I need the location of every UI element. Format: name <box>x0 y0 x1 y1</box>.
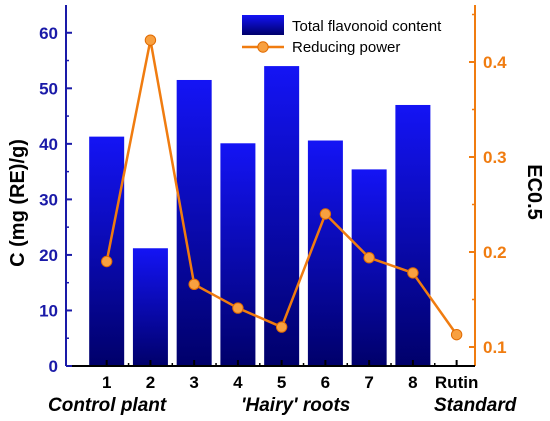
group-label-control: Control plant <box>48 395 167 416</box>
point-2 <box>144 34 157 46</box>
axes <box>65 5 476 367</box>
x-tick-label-5: 5 <box>277 373 286 392</box>
x-tick-label-2: 2 <box>146 373 155 392</box>
bar-4 <box>220 143 256 366</box>
y-right-tick-label: 0.4 <box>483 53 507 72</box>
y-left-tick-label: 10 <box>39 301 58 320</box>
bar-1 <box>89 136 125 366</box>
legend-bar-swatch <box>242 15 284 35</box>
bar-7 <box>351 169 387 366</box>
line-series <box>100 34 463 341</box>
legend: Total flavonoid content Reducing power <box>242 15 442 56</box>
bar-8 <box>395 104 431 366</box>
x-tick-label-4: 4 <box>233 373 243 392</box>
x-tick-label-8: 8 <box>408 373 417 392</box>
y-right-tick-label: 0.3 <box>483 148 507 167</box>
x-tick-label-3: 3 <box>189 373 198 392</box>
bar-6 <box>307 140 343 366</box>
x-tick-label-1: 1 <box>102 373 111 392</box>
bar-2 <box>132 248 168 366</box>
x-tick-label-Rutin: Rutin <box>435 373 478 392</box>
point-6 <box>319 208 332 220</box>
bar-5 <box>264 66 300 366</box>
y-left-tick-label: 40 <box>39 135 58 154</box>
legend-line-label: Reducing power <box>292 39 400 56</box>
y-right-tick-label: 0.1 <box>483 338 507 357</box>
y-right-tick-label: 0.2 <box>483 243 507 262</box>
y-left-tick-label: 50 <box>39 79 58 98</box>
point-8 <box>407 267 419 279</box>
point-5 <box>275 321 288 333</box>
legend-line-marker <box>257 41 269 53</box>
legend-bar-label: Total flavonoid content <box>292 18 442 35</box>
point-3 <box>188 278 200 290</box>
point-1 <box>100 255 113 268</box>
y-left-tick-label: 60 <box>39 24 58 43</box>
x-tick-label-7: 7 <box>364 373 373 392</box>
group-label-standard: Standard <box>434 395 517 416</box>
y-left-tick-label: 20 <box>39 246 58 265</box>
y-axis-right-title: EC0.5 <box>523 164 545 220</box>
x-tick-label-6: 6 <box>321 373 330 392</box>
y-left-tick-label: 30 <box>39 190 58 209</box>
tick-labels: 0 10 20 30 40 50 60 0.1 0.2 0.3 0.4 1 2 3 4 5 6 7 8 Rutin <box>39 24 507 392</box>
point-Rutin <box>450 328 463 341</box>
point-7 <box>363 252 375 264</box>
bar-series <box>89 66 431 366</box>
y-left-tick-label: 0 <box>49 357 58 376</box>
group-label-hairy: 'Hairy' roots <box>241 395 350 416</box>
y-axis-left-title: C (mg (RE)/g) <box>7 139 29 267</box>
point-4 <box>232 302 244 314</box>
